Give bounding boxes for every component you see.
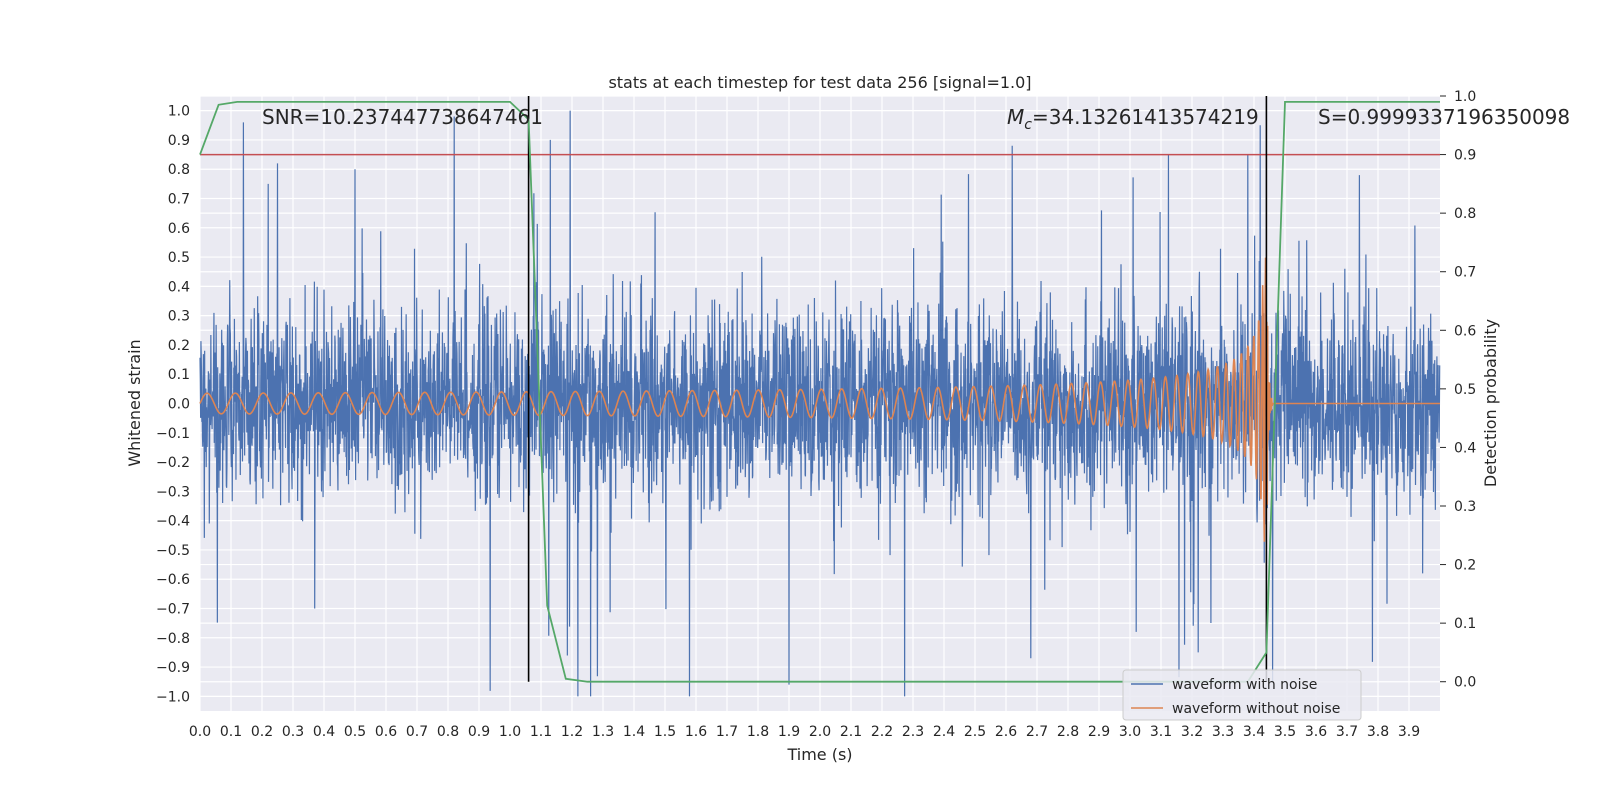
x-tick-label: 3.8 [1367,724,1389,740]
left-y-tick-label: 0.2 [168,338,190,354]
right-y-tick-label: 1.0 [1454,89,1476,105]
x-tick-label: 3.0 [1119,724,1141,740]
right-y-tick-label: 0.1 [1454,616,1476,632]
x-tick-label: 3.6 [1305,724,1327,740]
right-y-tick-label: 0.2 [1454,558,1476,574]
left-y-tick-label: −0.3 [156,484,190,500]
x-tick-label: 3.3 [1212,724,1234,740]
right-y-axis-ticks: 1.0 0.9 0.8 0.7 0.6 0.5 0.4 0.3 0.2 0.1 0.0 [1440,89,1476,691]
legend-box [1122,669,1362,721]
right-y-tick-label: 0.5 [1454,382,1476,398]
x-tick-label: 1.8 [747,724,769,740]
legend: waveform with noise waveform without noi… [1122,669,1362,721]
left-y-tick-label: −0.6 [156,572,190,588]
left-y-tick-label: −0.9 [156,660,190,676]
x-tick-label: 3.7 [1336,724,1358,740]
x-tick-label: 0.2 [251,724,273,740]
x-tick-label: 2.7 [1026,724,1048,740]
right-y-tick-label: 0.3 [1454,499,1476,515]
right-y-tick-label: 0.4 [1454,440,1476,456]
x-tick-label: 0.4 [313,724,335,740]
left-y-tick-label: 0.9 [168,133,190,149]
x-tick-label: 0.7 [406,724,428,740]
left-y-tick-label: 0.8 [168,162,190,178]
right-y-tick-label: 0.7 [1454,265,1476,281]
x-tick-label: 1.5 [654,724,676,740]
left-y-axis-ticks: 1.0 0.9 0.8 0.7 0.6 0.5 0.4 0.3 0.2 0.1 0.0 −0.1 −0.… [156,104,190,706]
x-tick-label: 0.9 [468,724,490,740]
right-y-tick-label: 0.6 [1454,323,1476,339]
chart-title: stats at each timestep for test data 256… [608,73,1031,92]
detection-probability-line [199,100,1440,683]
x-tick-label: 0.8 [437,724,459,740]
chirp-mass-annotation: Mc=34.13261413574219 [1007,105,1259,133]
left-y-tick-label: 0.4 [168,279,190,295]
left-y-tick-label: −0.8 [156,631,190,647]
x-tick-label: 0.1 [220,724,242,740]
x-tick-label: 0.0 [189,724,211,740]
left-y-tick-label: 0.6 [168,221,190,237]
legend-label-noisy: waveform with noise [1172,677,1317,693]
left-y-tick-label: 0.3 [168,309,190,325]
x-axis-label: Time (s) [786,745,852,764]
x-tick-label: 0.5 [344,724,366,740]
noisy-waveform-line [199,110,1441,697]
x-tick-label: 2.0 [809,724,831,740]
chirp-mass-value: =34.13261413574219 [1032,105,1259,129]
x-tick-label: 1.3 [592,724,614,740]
x-tick-label: 1.1 [530,724,552,740]
x-tick-label: 3.1 [1150,724,1172,740]
x-tick-label: 2.2 [871,724,893,740]
left-y-tick-label: 1.0 [168,104,190,120]
x-tick-label: 1.4 [623,724,645,740]
x-tick-label: 1.0 [499,724,521,740]
x-tick-label: 3.2 [1181,724,1203,740]
right-y-axis-label: Detection probability [1481,319,1500,487]
x-tick-label: 1.9 [778,724,800,740]
score-annotation: S=0.9999337196350098 [1318,105,1570,129]
left-y-tick-label: 0.0 [168,397,190,413]
right-y-tick-label: 0.9 [1454,148,1476,164]
x-tick-label: 2.8 [1057,724,1079,740]
legend-label-clean: waveform without noise [1172,701,1340,717]
x-tick-label: 2.1 [840,724,862,740]
left-y-tick-label: −0.1 [156,426,190,442]
x-tick-label: 2.6 [995,724,1017,740]
x-tick-label: 3.5 [1274,724,1296,740]
clean-waveform-series [199,257,1440,542]
noisy-waveform-series [199,110,1441,697]
x-tick-label: 2.3 [902,724,924,740]
x-tick-label: 3.4 [1243,724,1265,740]
left-y-tick-label: 0.5 [168,250,190,266]
clean-waveform-line [199,257,1440,542]
left-y-tick-label: −0.7 [156,602,190,618]
x-tick-label: 0.6 [375,724,397,740]
left-y-tick-label: −1.0 [156,689,190,705]
right-y-tick-label: 0.0 [1454,675,1476,691]
x-tick-label: 2.4 [933,724,955,740]
x-tick-label: 2.9 [1088,724,1110,740]
left-y-tick-label: −0.5 [156,543,190,559]
left-y-tick-label: −0.4 [156,514,190,530]
x-axis-ticks: 0.0 0.1 0.2 0.3 0.4 0.5 0.6 0.7 0.8 0.9 1.0 1.1 1.2 1… [189,724,1420,740]
left-y-tick-label: −0.2 [156,455,190,471]
right-y-tick-label: 0.8 [1454,206,1476,222]
x-tick-label: 1.7 [716,724,738,740]
left-y-tick-label: 0.1 [168,367,190,383]
x-tick-label: 3.9 [1398,724,1420,740]
left-y-axis-label: Whitened strain [125,339,144,466]
chirp-mass-symbol: M [1007,105,1024,129]
probability-overlays [199,96,1440,683]
x-tick-label: 1.2 [561,724,583,740]
x-tick-label: 1.6 [685,724,707,740]
x-tick-label: 2.5 [964,724,986,740]
left-y-tick-label: 0.7 [168,192,190,208]
chirp-mass-subscript: c [1024,117,1032,133]
snr-annotation: SNR=10.237447738647461 [262,105,543,129]
x-tick-label: 0.3 [282,724,304,740]
